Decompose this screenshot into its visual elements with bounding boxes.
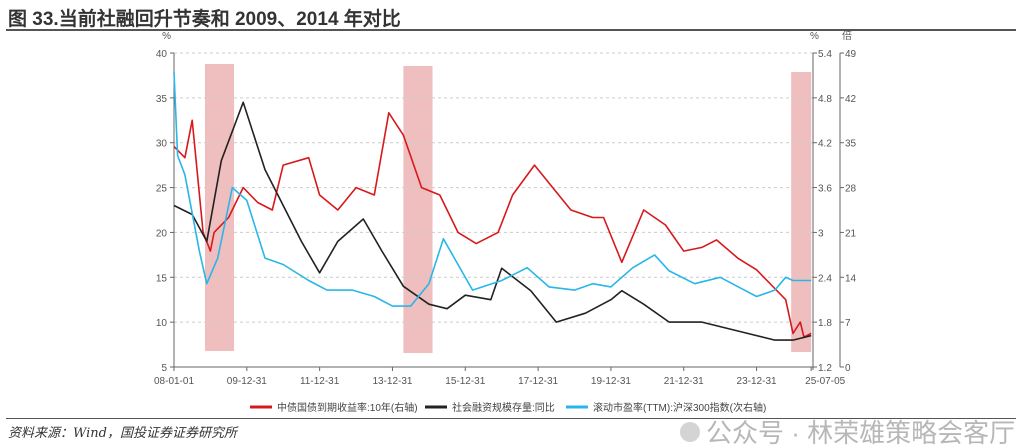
figure-title: 图 33.当前社融回升节奏和 2009、2014 年对比 <box>8 9 401 30</box>
left-tick-label: 15 <box>156 273 168 284</box>
right2-axis-unit: 倍 <box>842 29 852 42</box>
right2-tick-label: 7 <box>845 318 851 329</box>
right2-tick-label: 21 <box>845 228 857 239</box>
source-rule <box>6 418 1016 419</box>
shaded-period <box>791 72 812 352</box>
legend-label: 中债国债到期收益率:10年(右轴) <box>277 401 418 414</box>
x-tick-label: 19-12-31 <box>591 376 631 387</box>
x-tick-label: 25-07-05 <box>805 376 845 387</box>
right2-tick-label: 42 <box>845 94 857 105</box>
shaded-period <box>403 66 433 353</box>
source-note: 资料来源：Wind，国投证券证券研究所 <box>8 426 237 441</box>
legend-label: 社会融资规模存量:同比 <box>452 401 555 414</box>
right-tick-label: 4.8 <box>818 94 832 105</box>
x-tick-label: 15-12-31 <box>445 376 485 387</box>
series-line-right <box>173 112 812 338</box>
left-tick-label: 35 <box>156 94 168 105</box>
series-line-right2 <box>173 72 812 307</box>
right-tick-label: 3 <box>818 228 824 239</box>
x-tick-label: 21-12-31 <box>664 376 704 387</box>
left-axis-unit: % <box>162 31 171 42</box>
x-tick-label: 11-12-31 <box>300 376 340 387</box>
title-rule <box>6 29 1016 31</box>
right-axis-unit: % <box>810 31 819 42</box>
right-tick-label: 5.4 <box>818 49 832 60</box>
right2-tick-label: 14 <box>845 273 857 284</box>
left-tick-label: 20 <box>156 228 168 239</box>
right2-tick-label: 28 <box>845 184 857 195</box>
left-tick-label: 25 <box>156 184 168 195</box>
right2-tick-label: 49 <box>845 49 857 60</box>
left-tick-label: 5 <box>161 363 167 374</box>
right-tick-label: 1.2 <box>818 363 832 374</box>
x-tick-label: 23-12-31 <box>737 376 777 387</box>
left-tick-label: 30 <box>156 139 168 150</box>
right2-tick-label: 35 <box>845 139 857 150</box>
shaded-period <box>204 64 235 351</box>
legend-label: 滚动市盈率(TTM):沪深300指数(次右轴) <box>593 401 766 414</box>
right2-tick-label: 0 <box>845 363 851 374</box>
left-tick-label: 40 <box>156 49 168 60</box>
right-tick-label: 2.4 <box>818 273 832 284</box>
series-line-left <box>173 101 812 341</box>
right-tick-label: 1.8 <box>818 318 832 329</box>
wechat-icon <box>680 422 700 442</box>
right-tick-label: 3.6 <box>818 184 832 195</box>
x-tick-label: 08-01-01 <box>154 376 194 387</box>
x-tick-label: 09-12-31 <box>227 376 267 387</box>
x-tick-label: 17-12-31 <box>518 376 558 387</box>
left-tick-label: 10 <box>156 318 168 329</box>
x-tick-label: 13-12-31 <box>372 376 412 387</box>
right-tick-label: 4.2 <box>818 139 832 150</box>
watermark: 公众号 · 林荣雄策略会客厅 <box>706 418 1015 445</box>
